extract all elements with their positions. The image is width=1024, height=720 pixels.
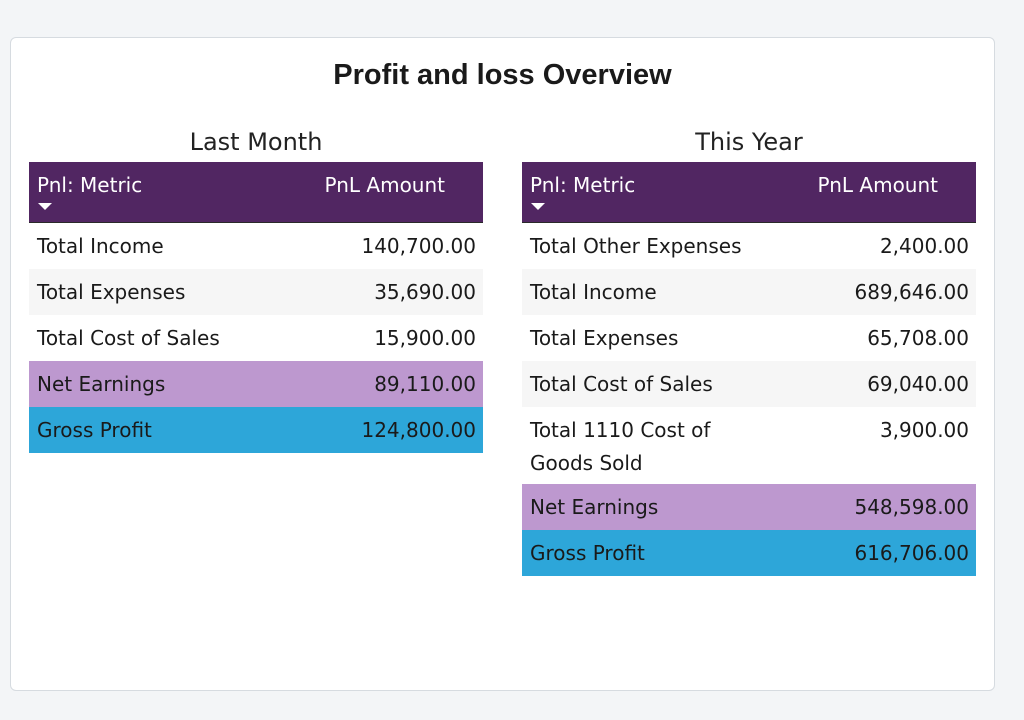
amount-cell: 689,646.00 <box>854 280 969 304</box>
amount-cell: 3,900.00 <box>879 418 969 442</box>
amount-column-header[interactable]: PnL Amount <box>817 173 938 197</box>
amount-cell: 89,110.00 <box>374 372 476 396</box>
metric-cell: Total 1110 Cost of Goods Sold <box>530 418 711 475</box>
amount-cell: 65,708.00 <box>867 326 969 350</box>
last-month-panel: Last Month Pnl: Metric PnL Amount Total … <box>29 122 483 453</box>
net-earnings-row[interactable]: Net Earnings 89,110.00 <box>29 361 483 407</box>
metric-cell: Total Expenses <box>530 326 679 350</box>
metric-cell: Total Other Expenses <box>530 234 742 258</box>
metric-cell: Gross Profit <box>530 541 645 565</box>
amount-cell: 616,706.00 <box>854 541 969 565</box>
metric-cell: Total Cost of Sales <box>37 326 220 350</box>
metric-cell: Net Earnings <box>37 372 166 396</box>
metric-column-header[interactable]: Pnl: Metric <box>37 173 143 197</box>
net-earnings-row[interactable]: Net Earnings 548,598.00 <box>522 484 976 530</box>
amount-column-header[interactable]: PnL Amount <box>324 173 445 197</box>
this-year-table-header: Pnl: Metric PnL Amount <box>522 162 976 223</box>
table-row[interactable]: Total Cost of Sales 15,900.00 <box>29 315 483 361</box>
table-row[interactable]: Total Other Expenses 2,400.00 <box>522 223 976 269</box>
metric-cell: Total Cost of Sales <box>530 372 713 396</box>
table-row[interactable]: Total Expenses 65,708.00 <box>522 315 976 361</box>
amount-cell: 548,598.00 <box>854 495 969 519</box>
metric-cell: Total Expenses <box>37 280 186 304</box>
metric-column-header[interactable]: Pnl: Metric <box>530 173 636 197</box>
table-row[interactable]: Total Income 140,700.00 <box>29 223 483 269</box>
table-row[interactable]: Total 1110 Cost of Goods Sold 3,900.00 <box>522 407 976 484</box>
last-month-table-header: Pnl: Metric PnL Amount <box>29 162 483 223</box>
this-year-heading: This Year <box>695 128 803 156</box>
gross-profit-row[interactable]: Gross Profit 124,800.00 <box>29 407 483 453</box>
sort-descending-icon[interactable] <box>38 203 52 210</box>
amount-cell: 15,900.00 <box>374 326 476 350</box>
metric-cell: Net Earnings <box>530 495 659 519</box>
amount-cell: 35,690.00 <box>374 280 476 304</box>
amount-cell: 69,040.00 <box>867 372 969 396</box>
metric-cell: Gross Profit <box>37 418 152 442</box>
table-row[interactable]: Total Cost of Sales 69,040.00 <box>522 361 976 407</box>
table-row[interactable]: Total Expenses 35,690.00 <box>29 269 483 315</box>
gross-profit-row[interactable]: Gross Profit 616,706.00 <box>522 530 976 576</box>
table-row[interactable]: Total Income 689,646.00 <box>522 269 976 315</box>
report-title: Profit and loss Overview <box>333 59 672 91</box>
amount-cell: 2,400.00 <box>879 234 969 258</box>
sort-descending-icon[interactable] <box>531 203 545 210</box>
metric-cell: Total Income <box>530 280 657 304</box>
last-month-heading: Last Month <box>189 128 323 156</box>
metric-cell: Total Income <box>37 234 164 258</box>
amount-cell: 140,700.00 <box>361 234 476 258</box>
this-year-panel: This Year Pnl: Metric PnL Amount Total O… <box>522 122 976 576</box>
amount-cell: 124,800.00 <box>361 418 476 442</box>
pnl-overview-card: Profit and loss Overview Last Month Pnl:… <box>10 37 995 691</box>
